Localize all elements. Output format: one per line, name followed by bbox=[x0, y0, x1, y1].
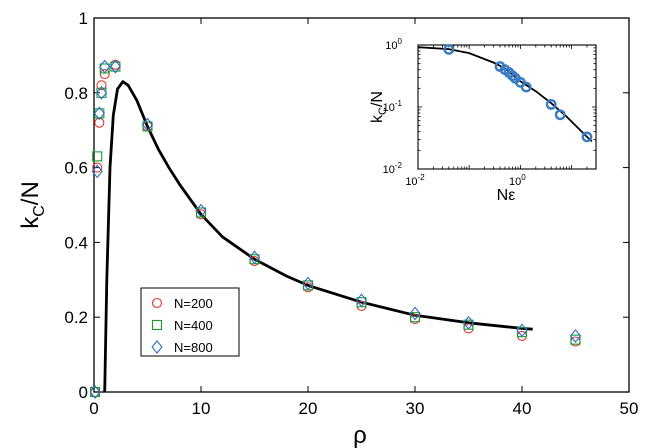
y-axis-label: kC/N bbox=[17, 181, 48, 229]
legend: N=200 N=400 N=800 bbox=[140, 287, 240, 357]
inset-y-axis-label: kC/N bbox=[369, 91, 389, 123]
legend-items: N=200 N=400 N=800 bbox=[151, 296, 213, 355]
y-axis-label-tail: /N bbox=[17, 181, 44, 205]
x-tick-label: 20 bbox=[299, 399, 318, 418]
x-tick-label: 50 bbox=[620, 399, 639, 418]
inset-data-point bbox=[554, 109, 566, 121]
inset-tick-group: 10-2 100 100 10-1 10-2 bbox=[383, 37, 597, 188]
legend-marker-square bbox=[151, 319, 163, 331]
inset-y-tick-label: 10-2 bbox=[383, 161, 403, 176]
y-tick-label: 0 bbox=[79, 383, 88, 402]
inset-y-tick-label: 100 bbox=[385, 37, 402, 52]
y-tick-label: 0.6 bbox=[64, 159, 88, 178]
data-point-circle bbox=[99, 69, 110, 80]
inset-x-axis-label: Nε bbox=[497, 187, 516, 204]
data-point-diamond bbox=[99, 59, 111, 74]
y-tick-label: 0.8 bbox=[64, 84, 88, 103]
inset-data-point bbox=[581, 131, 593, 143]
model-curve bbox=[103, 80, 533, 393]
x-tick-label: 30 bbox=[406, 399, 425, 418]
legend-marker-circle bbox=[151, 297, 163, 309]
data-point-circle bbox=[96, 80, 107, 91]
inset-points-layer bbox=[443, 43, 593, 143]
legend-label: N=400 bbox=[174, 318, 213, 333]
data-point-diamond bbox=[248, 250, 261, 265]
main-tick-group: 0 10 20 30 40 50 0 0.2 0.4 0.6 0.8 1 bbox=[64, 9, 638, 418]
data-point-diamond bbox=[302, 276, 314, 291]
inset-chart: 10-2 100 100 10-1 10-2 kC/N Nε bbox=[369, 37, 597, 204]
data-point-diamond bbox=[141, 117, 154, 132]
x-axis-label: ρ bbox=[353, 422, 367, 448]
data-point-diamond bbox=[409, 306, 421, 321]
data-point-diamond bbox=[93, 106, 105, 121]
y-axis-label-main: k bbox=[17, 216, 44, 229]
inset-data-point bbox=[545, 99, 557, 110]
inset-model-curve bbox=[417, 46, 593, 142]
legend-label: N=800 bbox=[174, 340, 213, 355]
inset-x-tick-label: 10-2 bbox=[405, 173, 425, 188]
y-axis-label-sub: C bbox=[31, 205, 48, 217]
y-tick-label: 0.4 bbox=[64, 233, 88, 252]
data-point-diamond bbox=[516, 323, 528, 338]
data-point-diamond bbox=[195, 203, 207, 218]
inset-y-axis-label-tail: /N bbox=[369, 91, 386, 107]
legend-box bbox=[140, 287, 240, 357]
x-tick-label: 0 bbox=[89, 399, 98, 418]
y-tick-label: 0.2 bbox=[64, 308, 88, 327]
data-point-square bbox=[92, 151, 103, 162]
data-point-diamond bbox=[91, 164, 103, 179]
data-point-diamond bbox=[462, 315, 475, 330]
legend-label: N=200 bbox=[174, 296, 213, 311]
main-curve-layer bbox=[103, 80, 533, 393]
legend-marker-diamond bbox=[151, 340, 163, 354]
inset-y-tick-label: 10-1 bbox=[383, 99, 403, 114]
y-tick-label: 1 bbox=[79, 9, 88, 28]
data-point-diamond bbox=[569, 328, 582, 343]
inset-plot-frame bbox=[417, 44, 597, 170]
inset-x-tick-label: 100 bbox=[509, 173, 526, 188]
x-tick-label: 10 bbox=[192, 399, 211, 418]
inset-data-point bbox=[443, 43, 455, 55]
x-tick-label: 40 bbox=[513, 399, 532, 418]
data-point-diamond bbox=[109, 59, 121, 74]
data-point-diamond bbox=[95, 85, 108, 100]
inset-curve-layer bbox=[417, 46, 593, 142]
inset-y-axis-label-sub: C bbox=[377, 107, 389, 115]
inset-y-axis-label-main: k bbox=[369, 114, 386, 123]
main-points-layer bbox=[89, 59, 582, 399]
data-point-diamond bbox=[89, 385, 101, 399]
data-point-square bbox=[570, 334, 581, 345]
data-point-square bbox=[409, 312, 421, 323]
inset-data-point bbox=[520, 81, 532, 93]
data-point-circle bbox=[92, 162, 103, 173]
data-point-diamond bbox=[355, 293, 368, 308]
